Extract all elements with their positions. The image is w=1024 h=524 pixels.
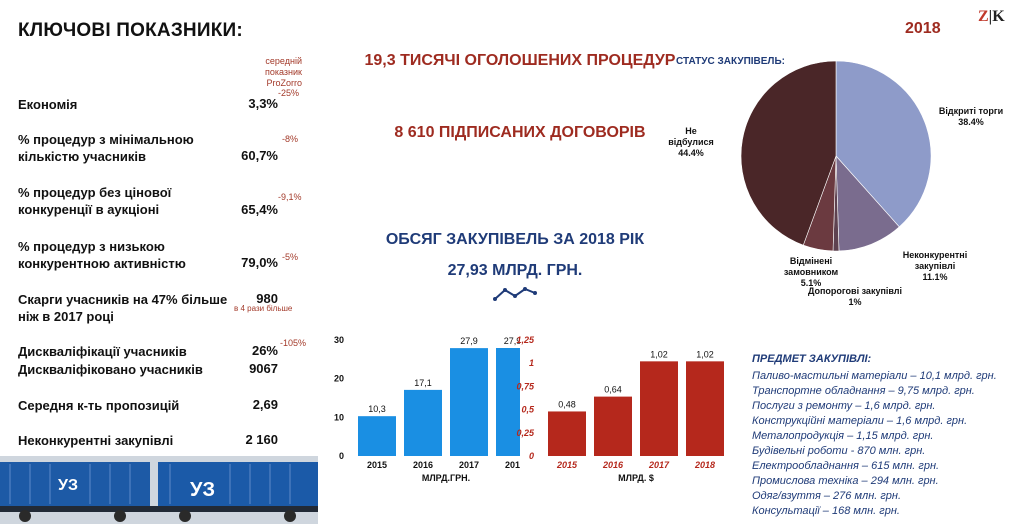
bar-value-label: 27,9 bbox=[460, 336, 478, 346]
kpi-note: в 4 рази більше bbox=[234, 304, 293, 313]
trend-line-icon bbox=[493, 287, 537, 301]
pie-label-cancelled: Відмінені замовником 5.1% bbox=[783, 256, 839, 288]
kpi-average: -105% bbox=[280, 338, 307, 348]
year-label: 2018 bbox=[905, 20, 941, 37]
kpi-value: 2 160 bbox=[245, 432, 278, 447]
subject-item: Конструкційні матеріали – 1,6 млрд. грн. bbox=[752, 415, 968, 427]
x-tick-label: 2016 bbox=[602, 460, 624, 470]
kpi-label: % процедур з мінімальною кількістю учасн… bbox=[18, 132, 194, 164]
bar-chart-usd: 0 0,25 0,5 0,75 1 1,25 0,48 2015 0,64 2016 1,02 201… bbox=[516, 335, 724, 483]
y-tick-label: 0 bbox=[339, 451, 344, 461]
bar-value-label: 10,3 bbox=[368, 404, 386, 414]
y-tick-label: 0,25 bbox=[516, 428, 535, 438]
x-axis-label: МЛРД. $ bbox=[618, 473, 654, 483]
y-tick-label: 0,75 bbox=[516, 381, 535, 391]
subject-item: Консультації – 168 млн. грн. bbox=[752, 505, 900, 517]
y-tick-label: 30 bbox=[334, 335, 344, 345]
bar-chart-uah: 0 10 20 30 10,3 2015 17,1 2016 27,9 2017 27,93 2018… bbox=[334, 335, 520, 483]
kpi-value: 79,0% bbox=[241, 255, 278, 270]
wagon-logo-left: УЗ bbox=[58, 477, 78, 494]
subject-item: Електрообладнання – 615 млн. грн. bbox=[752, 460, 940, 472]
y-tick-label: 20 bbox=[334, 374, 344, 384]
bar bbox=[594, 396, 632, 456]
kpi-label: % процедур без цінової конкуренції в аук… bbox=[18, 185, 172, 217]
bar bbox=[450, 348, 488, 456]
bar-value-label: 1,02 bbox=[650, 349, 668, 359]
bar bbox=[686, 361, 724, 456]
kpi-label: Середня к-ть пропозицій bbox=[18, 398, 180, 413]
pie-label-noncompetitive: Неконкурентні закупівлі 11.1% bbox=[902, 250, 968, 282]
pie-slice bbox=[740, 60, 837, 246]
kpi-label: Економія bbox=[18, 97, 78, 112]
bar-value-label: 0,48 bbox=[558, 399, 576, 409]
bar bbox=[640, 361, 678, 456]
bar bbox=[358, 416, 396, 456]
contracts-headline: 8 610 ПІДПИСАНИХ ДОГОВОРІВ bbox=[394, 124, 646, 141]
pie-slice bbox=[835, 155, 900, 252]
status-title: СТАТУС ЗАКУПІВЕЛЬ: bbox=[676, 56, 785, 67]
bar bbox=[496, 348, 520, 456]
bar bbox=[404, 389, 442, 456]
subject-item: Будівельні роботи - 870 млн. грн. bbox=[752, 445, 926, 457]
pie-label-open: Відкриті торги 38.4% bbox=[938, 106, 1004, 127]
x-tick-label: 2018 bbox=[694, 460, 715, 470]
kpi-value: 9067 bbox=[249, 361, 278, 376]
bar bbox=[548, 411, 586, 456]
x-tick-label: 2015 bbox=[556, 460, 578, 470]
subject-item: Металопродукція – 1,15 млрд. грн. bbox=[752, 430, 934, 442]
x-tick-label: 2017 bbox=[648, 460, 670, 470]
kpi-label: Неконкурентні закупівлі bbox=[18, 433, 174, 448]
x-tick-label: 2017 bbox=[459, 460, 479, 470]
x-tick-label: 2015 bbox=[367, 460, 387, 470]
y-tick-label: 10 bbox=[334, 412, 344, 422]
kpi-label: Дискваліфікації учасників bbox=[18, 344, 187, 359]
y-tick-label: 0 bbox=[529, 451, 534, 461]
kpi-value: 2,69 bbox=[252, 397, 278, 412]
bar-value-label: 27,93 bbox=[504, 336, 520, 346]
kpi-value: 65,4% bbox=[241, 202, 278, 217]
average-header: середній показник ProZorro bbox=[265, 56, 302, 88]
pie-slice bbox=[835, 60, 932, 228]
kpi-value: 26% bbox=[251, 343, 278, 358]
bar-value-label: 1,02 bbox=[696, 349, 714, 359]
subject-item: Промислова техніка – 294 млн. грн. bbox=[752, 475, 939, 487]
kpi-value: 980 bbox=[256, 291, 278, 306]
bar-value-label: 0,64 bbox=[604, 385, 622, 395]
kpi-average: -25% bbox=[278, 88, 300, 98]
x-tick-label: 2018 bbox=[505, 460, 520, 470]
kpi-value: 3,3% bbox=[248, 96, 278, 111]
kpi-average: -8% bbox=[282, 134, 299, 144]
kpi-label: Дискваліфіковано учасників bbox=[18, 362, 203, 377]
status-pie-chart bbox=[740, 60, 932, 252]
wagon-logo-right: УЗ bbox=[190, 479, 215, 501]
subject-item: Одяг/взуття – 276 млн. грн. bbox=[752, 490, 902, 502]
kpi-label: % процедур з низькою конкурентною активн… bbox=[18, 239, 186, 271]
kpi-average: -9,1% bbox=[278, 192, 302, 202]
wagon-illustration: УЗ УЗ bbox=[0, 456, 318, 524]
volume-title: ОБСЯГ ЗАКУПІВЕЛЬ ЗА 2018 РІК bbox=[385, 231, 645, 248]
y-tick-label: 0,5 bbox=[521, 405, 535, 415]
volume-value: 27,93 МЛРД. ГРН. bbox=[447, 262, 583, 279]
pie-label-below-threshold: Допорогові закупівлі 1% bbox=[807, 286, 903, 307]
zk-logo: Z|K bbox=[978, 8, 1005, 25]
kpi-average: -5% bbox=[282, 252, 299, 262]
kpi-value: 60,7% bbox=[241, 148, 278, 163]
x-axis-label: МЛРД.ГРН. bbox=[422, 473, 470, 483]
procedures-headline: 19,3 ТИСЯЧІ ОГОЛОШЕНИХ ПРОЦЕДУР bbox=[364, 52, 676, 69]
subject-title: ПРЕДМЕТ ЗАКУПІВЛІ: bbox=[752, 353, 872, 365]
subject-item: Послуги з ремонту – 1,6 млрд. грн. bbox=[752, 400, 936, 412]
kpi-label: Скарги учасників на 47% більше ніж в 201… bbox=[18, 292, 228, 324]
page-title: КЛЮЧОВІ ПОКАЗНИКИ: bbox=[18, 20, 243, 41]
y-tick-label: 1 bbox=[529, 358, 534, 368]
bar-value-label: 17,1 bbox=[414, 378, 432, 388]
y-tick-label: 1,25 bbox=[516, 335, 535, 345]
x-tick-label: 2016 bbox=[413, 460, 433, 470]
pie-label-failed: Не відбулися 44.4% bbox=[668, 126, 714, 158]
subject-item: Паливо-мастильні матеріали – 10,1 млрд. … bbox=[752, 370, 997, 382]
subject-item: Транспортне обладнання – 9,75 млрд. грн. bbox=[752, 385, 975, 397]
